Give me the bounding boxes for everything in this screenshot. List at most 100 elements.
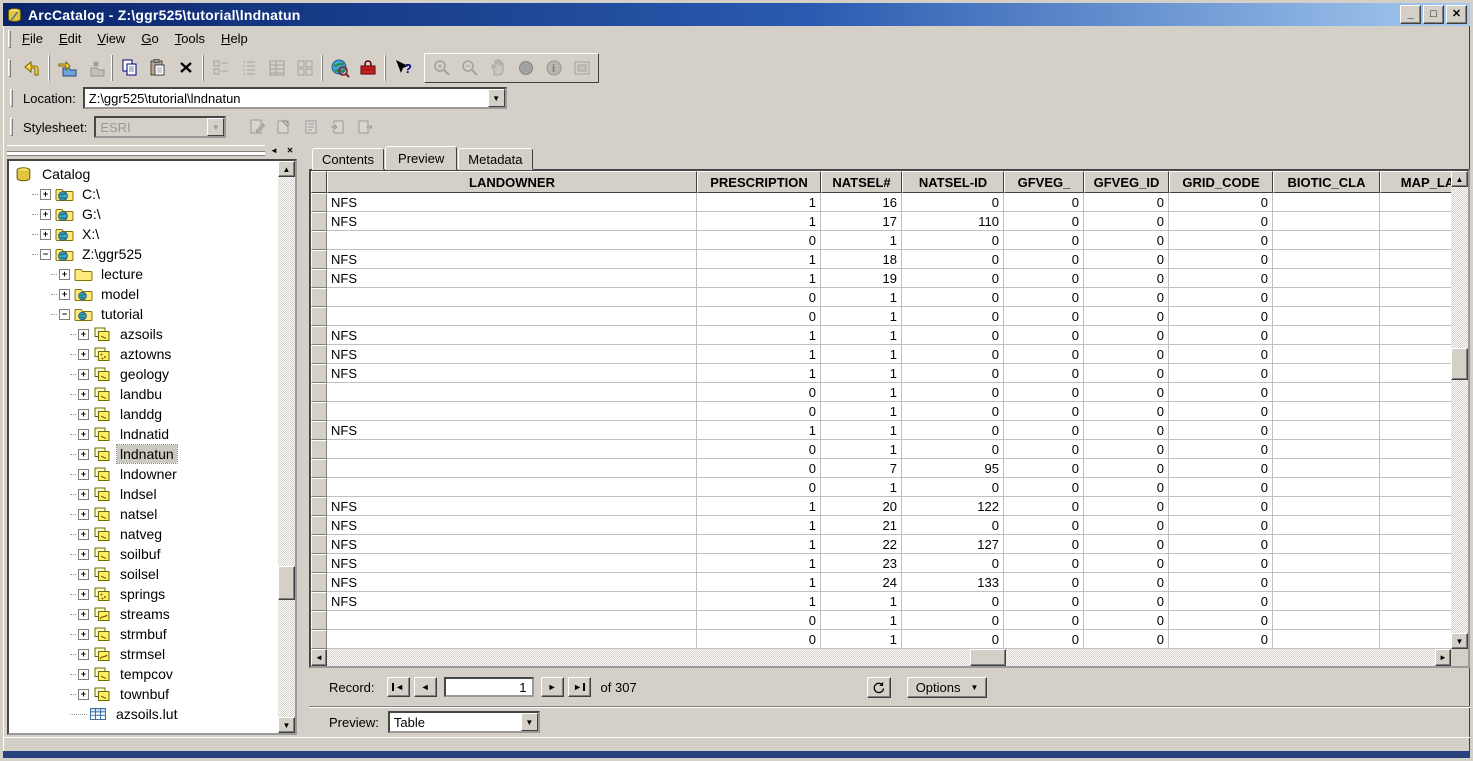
table-cell[interactable]: 0	[1004, 440, 1084, 459]
table-cell[interactable]: 0	[902, 364, 1004, 383]
row-selector[interactable]	[311, 269, 327, 288]
location-combobox[interactable]: Z:\ggr525\tutorial\lndnatun	[82, 87, 507, 109]
row-selector[interactable]	[311, 573, 327, 592]
table-cell[interactable]: 0	[902, 345, 1004, 364]
table-vertical-scrollbar[interactable]	[1451, 171, 1468, 649]
table-scroll-up-icon[interactable]	[1451, 171, 1468, 187]
table-cell[interactable]: 1	[697, 326, 821, 345]
row-selector[interactable]	[311, 630, 327, 649]
row-selector[interactable]	[311, 402, 327, 421]
table-cell[interactable]	[1273, 364, 1380, 383]
tree-item-label[interactable]: geology	[120, 366, 170, 382]
table-cell[interactable]: 0	[697, 611, 821, 630]
table-cell[interactable]: 0	[1084, 459, 1169, 478]
row-selector[interactable]	[311, 364, 327, 383]
expand-toggle[interactable]: +	[78, 628, 89, 640]
tree-item-x[interactable]: + X:\	[9, 224, 278, 244]
table-cell[interactable]	[327, 383, 697, 402]
row-selector[interactable]	[311, 326, 327, 345]
up-one-level-button[interactable]	[18, 54, 45, 81]
tree-scrollbar[interactable]	[278, 161, 295, 733]
table-cell[interactable]	[1380, 402, 1451, 421]
tree-item-label[interactable]: streams	[120, 606, 170, 622]
tree-item-label[interactable]: azsoils.lut	[116, 706, 178, 722]
table-cell[interactable]: 0	[1084, 611, 1169, 630]
table-cell[interactable]: 1	[821, 630, 902, 649]
tree-item-label[interactable]: natveg	[120, 526, 163, 542]
table-cell[interactable]: NFS	[327, 573, 697, 592]
table-horizontal-scrollbar[interactable]	[311, 649, 1451, 666]
tree-item-label[interactable]: aztowns	[120, 346, 172, 362]
table-cell[interactable]: 0	[902, 554, 1004, 573]
expand-toggle[interactable]: +	[59, 268, 70, 280]
tree-item-label[interactable]: G:\	[82, 206, 101, 222]
table-cell[interactable]: 0	[1004, 269, 1084, 288]
table-cell[interactable]: 24	[821, 573, 902, 592]
tree-item-label[interactable]: soilbuf	[120, 546, 161, 562]
tree-item-c[interactable]: + C:\	[9, 184, 278, 204]
table-cell[interactable]: 0	[902, 611, 1004, 630]
row-selector[interactable]	[311, 383, 327, 402]
table-cell[interactable]: 0	[1004, 630, 1084, 649]
table-cell[interactable]	[1380, 307, 1451, 326]
table-cell[interactable]	[1380, 345, 1451, 364]
table-cell[interactable]: 0	[902, 250, 1004, 269]
table-cell[interactable]: 0	[1004, 345, 1084, 364]
table-cell[interactable]: 0	[697, 231, 821, 250]
table-cell[interactable]: NFS	[327, 326, 697, 345]
table-cell[interactable]	[1380, 231, 1451, 250]
tree-item-label[interactable]: townbuf	[120, 686, 170, 702]
table-cell[interactable]: 1	[821, 288, 902, 307]
tree-item-landdg[interactable]: + landdg	[9, 404, 278, 424]
table-cell[interactable]	[1380, 212, 1451, 231]
table-cell[interactable]: 1	[697, 573, 821, 592]
tree-item-natveg[interactable]: + natveg	[9, 524, 278, 544]
table-cell[interactable]: 0	[1004, 459, 1084, 478]
column-header-biotic_cla[interactable]: BIOTIC_CLA	[1273, 171, 1380, 193]
column-header-map_la[interactable]: MAP_LA	[1380, 171, 1451, 193]
location-dropdown-icon[interactable]	[487, 89, 505, 107]
table-cell[interactable]: 1	[821, 307, 902, 326]
table-cell[interactable]	[1380, 193, 1451, 212]
table-cell[interactable]: 0	[1004, 212, 1084, 231]
table-cell[interactable]: 0	[1169, 402, 1273, 421]
table-cell[interactable]: 7	[821, 459, 902, 478]
tree-item-label[interactable]: strmbuf	[120, 626, 167, 642]
table-cell[interactable]: 0	[1004, 535, 1084, 554]
tree-item-label[interactable]: lndsel	[120, 486, 157, 502]
table-cell[interactable]	[1380, 592, 1451, 611]
table-cell[interactable]	[1380, 421, 1451, 440]
expand-toggle[interactable]: +	[78, 328, 89, 340]
next-record-button[interactable]	[540, 677, 564, 697]
table-cell[interactable]	[1380, 440, 1451, 459]
table-cell[interactable]: 0	[1169, 326, 1273, 345]
expand-toggle[interactable]: +	[78, 408, 89, 420]
tree-panel-collapse-icon[interactable]: ◄	[267, 144, 281, 157]
location-gripper[interactable]	[10, 89, 13, 107]
table-cell[interactable]: 1	[697, 421, 821, 440]
tree-item-strmsel[interactable]: + strmsel	[9, 644, 278, 664]
tree-item-label[interactable]: lndowner	[120, 466, 177, 482]
tree-item-label[interactable]: springs	[120, 586, 166, 602]
minimize-button[interactable]: _	[1400, 5, 1421, 24]
maximize-button[interactable]: □	[1423, 5, 1444, 24]
tree-item-label[interactable]: model	[101, 286, 140, 302]
previous-record-button[interactable]	[413, 677, 437, 697]
table-cell[interactable]	[1380, 288, 1451, 307]
table-cell[interactable]: 0	[697, 307, 821, 326]
table-cell[interactable]: 0	[1004, 554, 1084, 573]
tree-item-label[interactable]: tutorial	[101, 306, 144, 322]
table-cell[interactable]: 0	[1004, 250, 1084, 269]
tree-item-model[interactable]: + model	[9, 284, 278, 304]
expand-toggle[interactable]: +	[78, 608, 89, 620]
tree-item-lndnatid[interactable]: + lndnatid	[9, 424, 278, 444]
table-cell[interactable]	[327, 288, 697, 307]
tree-item-label[interactable]: azsoils	[120, 326, 163, 342]
table-cell[interactable]: 17	[821, 212, 902, 231]
tree-item-azsoilslut[interactable]: azsoils.lut	[9, 704, 278, 724]
tab-preview[interactable]: Preview	[385, 146, 458, 170]
table-cell[interactable]: 0	[1084, 326, 1169, 345]
row-selector[interactable]	[311, 307, 327, 326]
table-cell[interactable]	[1380, 326, 1451, 345]
tree-panel-gripper[interactable]	[7, 145, 265, 152]
